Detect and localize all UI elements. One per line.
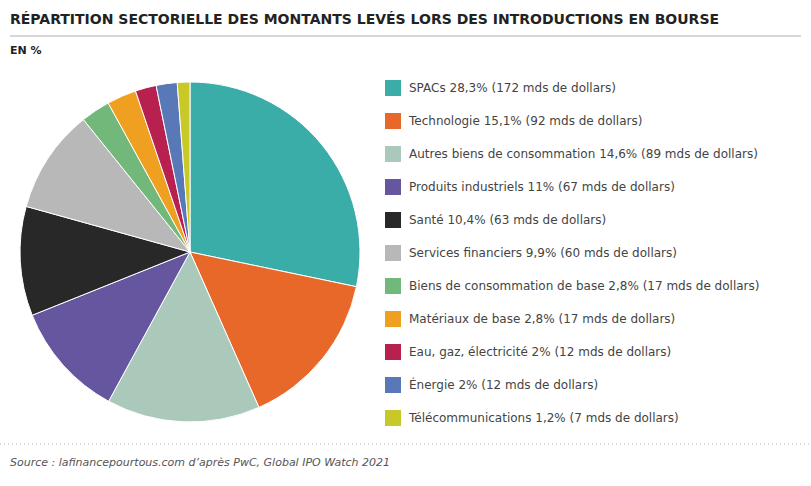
legend-swatch xyxy=(385,80,401,96)
legend-label: Biens de consommation de base 2,8% (17 m… xyxy=(409,279,759,293)
legend-label: Autres biens de consommation 14,6% (89 m… xyxy=(409,147,758,161)
source: Source : lafinancepourtous.com d’après P… xyxy=(10,456,390,469)
pie-slice: SPACs 28,3% (172 mds de dollars) xyxy=(190,82,360,287)
pie-slice: Énergie 2% (12 mds de dollars) xyxy=(156,82,190,252)
legend-swatch xyxy=(385,377,401,393)
legend-swatch xyxy=(385,113,401,129)
legend-swatch xyxy=(385,311,401,327)
legend-swatch xyxy=(385,179,401,195)
legend-swatch xyxy=(385,344,401,360)
subtitle: EN % xyxy=(10,44,42,57)
legend-swatch xyxy=(385,146,401,162)
background xyxy=(0,0,811,486)
legend-swatch xyxy=(385,410,401,426)
title-rule xyxy=(10,36,801,37)
pie-slice: Télécommunications 1,2% (7 mds de dollar… xyxy=(177,82,190,252)
legend-swatch xyxy=(385,212,401,228)
chart: RÉPARTITION SECTORIELLE DES MONTANTS LEV… xyxy=(0,0,811,486)
legend-label: Énergie 2% (12 mds de dollars) xyxy=(409,377,598,392)
legend-swatch xyxy=(385,278,401,294)
legend-label: Produits industriels 11% (67 mds de doll… xyxy=(409,180,675,194)
title: RÉPARTITION SECTORIELLE DES MONTANTS LEV… xyxy=(10,11,719,27)
legend: SPACs 28,3% (172 mds de dollars) Technolo… xyxy=(385,80,759,426)
legend-label: Santé 10,4% (63 mds de dollars) xyxy=(409,213,606,227)
legend-label: Services financiers 9,9% (60 mds de doll… xyxy=(409,246,677,260)
legend-label: SPACs 28,3% (172 mds de dollars) xyxy=(409,81,616,95)
legend-swatch xyxy=(385,245,401,261)
legend-label: Télécommunications 1,2% (7 mds de dollar… xyxy=(408,411,679,425)
separator xyxy=(0,444,811,445)
legend-label: Matériaux de base 2,8% (17 mds de dollar… xyxy=(409,312,675,326)
legend-label: Technologie 15,1% (92 mds de dollars) xyxy=(408,114,642,128)
legend-label: Eau, gaz, électricité 2% (12 mds de doll… xyxy=(409,345,671,359)
pie: SPACs 28,3% (172 mds de dollars)Technolo… xyxy=(20,82,360,422)
